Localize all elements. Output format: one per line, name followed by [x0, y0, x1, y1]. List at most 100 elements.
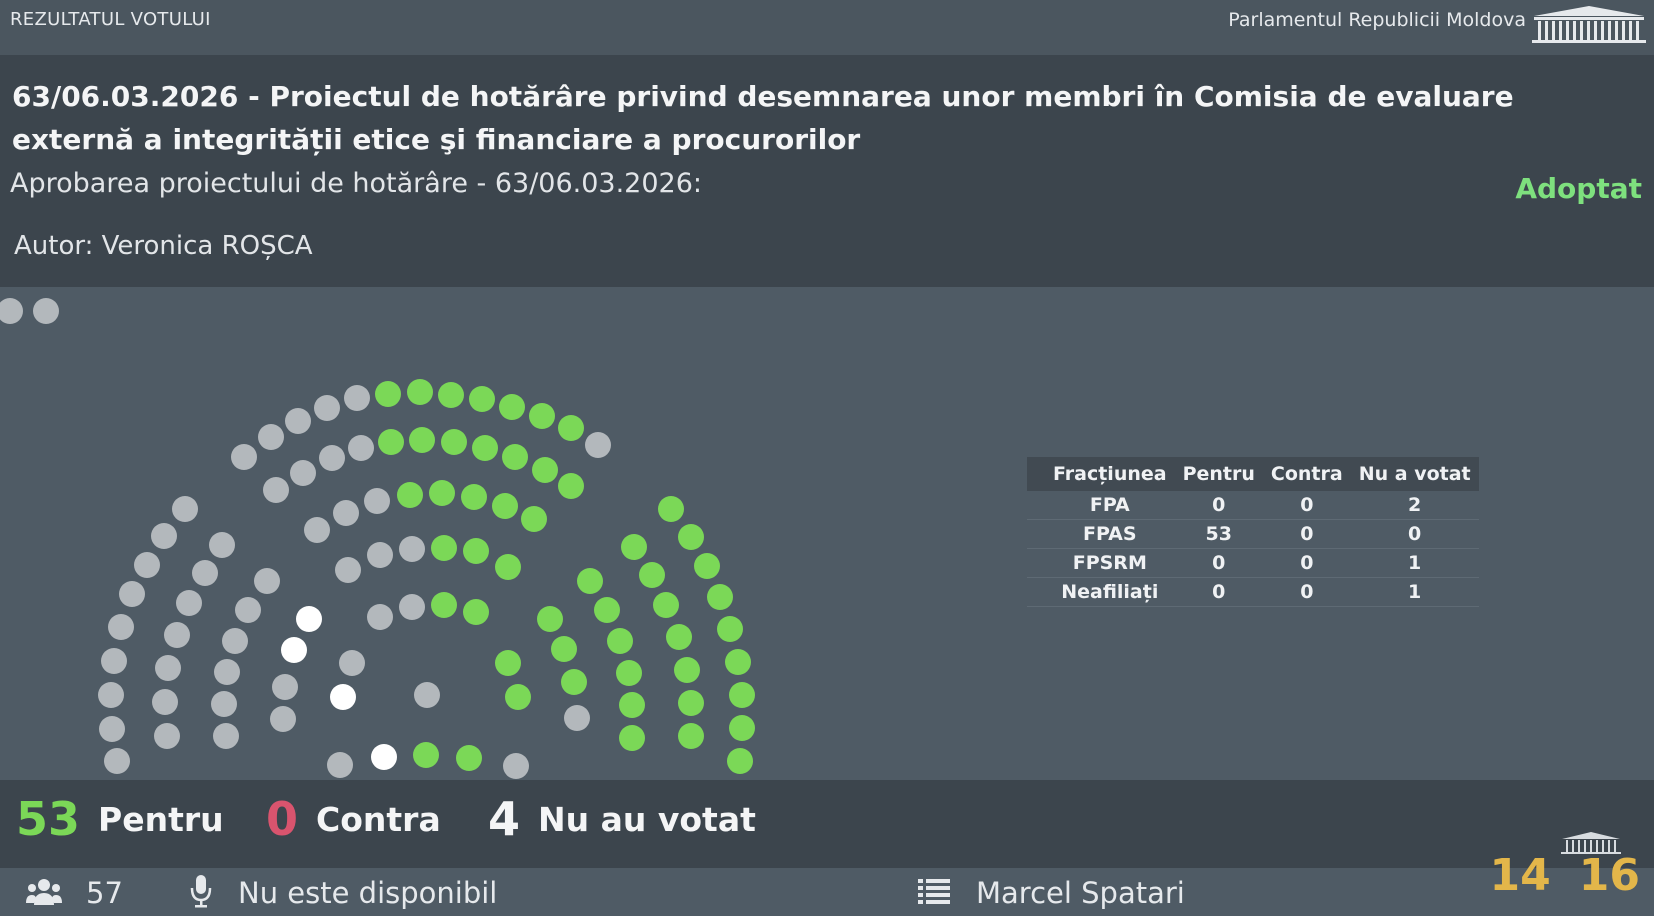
seat [558, 473, 584, 499]
seat [607, 628, 633, 654]
seat [529, 403, 555, 429]
seat [678, 690, 704, 716]
contra-cell: 0 [1262, 548, 1351, 578]
table-row: FPSRM 0 0 1 [1027, 548, 1479, 578]
seat [407, 379, 433, 405]
seat [461, 484, 487, 510]
seat [371, 744, 397, 770]
seat [653, 592, 679, 618]
vote-summary-bar: 53 Pentru 0 Contra 4 Nu au votat [0, 780, 1654, 868]
seat [499, 394, 525, 420]
seat [492, 493, 518, 519]
seat [729, 715, 755, 741]
seat [729, 682, 755, 708]
seat [134, 552, 160, 578]
seat [429, 480, 455, 506]
vote-status-badge: Adoptat [1515, 172, 1642, 205]
pentru-count: 53 [16, 792, 81, 846]
seat [231, 444, 257, 470]
column-header: Nu a votat [1350, 457, 1479, 491]
seat [594, 597, 620, 623]
seat [414, 682, 440, 708]
seat [192, 560, 218, 586]
contra-summary: 0 Contra [266, 792, 441, 846]
seat [502, 444, 528, 470]
seat [258, 424, 284, 450]
seat [367, 604, 393, 630]
seat [399, 536, 425, 562]
seat [717, 616, 743, 642]
seat [222, 628, 248, 654]
seat [503, 753, 529, 779]
vote-subject: Aprobarea proiectului de hotărâre - 63/0… [10, 168, 702, 199]
seat [270, 706, 296, 732]
seat [154, 723, 180, 749]
seat-row-2 [152, 427, 704, 749]
seat [254, 568, 280, 594]
microphone-icon [190, 875, 212, 908]
seat [558, 415, 584, 441]
seat [431, 535, 457, 561]
seat [339, 650, 365, 676]
not-voted-label: Nu au votat [538, 800, 756, 839]
seat [375, 381, 401, 407]
seat-row-4 [270, 535, 590, 732]
bill-title: 63/06.03.2026 - Proiectul de hotărâre pr… [12, 80, 1514, 156]
seat [151, 523, 177, 549]
seat [213, 723, 239, 749]
seat [304, 517, 330, 543]
faction-name: Neafiliați [1027, 577, 1175, 607]
contra-cell: 0 [1262, 577, 1351, 607]
not-voted-cell: 1 [1350, 577, 1479, 607]
seat [666, 624, 692, 650]
seat [399, 594, 425, 620]
seat [397, 482, 423, 508]
contra-cell: 0 [1262, 491, 1351, 520]
seat [441, 429, 467, 455]
seat-row-3 [211, 480, 645, 751]
seat [469, 386, 495, 412]
seat [456, 745, 482, 771]
seat [263, 477, 289, 503]
footer-bar: 57 Nu este disponibil Marcel Spatari [0, 868, 1654, 916]
seat [577, 568, 603, 594]
seat [333, 500, 359, 526]
seat [211, 691, 237, 717]
seat [438, 382, 464, 408]
seat [367, 542, 393, 568]
seat [108, 614, 134, 640]
seat [364, 488, 390, 514]
seat [99, 716, 125, 742]
seat [330, 684, 356, 710]
seat [409, 427, 435, 453]
clock-minutes: 16 [1578, 850, 1640, 901]
seat [155, 655, 181, 681]
seat [164, 622, 190, 648]
seat [678, 723, 704, 749]
speaker-name: Marcel Spatari [976, 876, 1185, 910]
column-header: Fracțiunea [1027, 457, 1175, 491]
seat [621, 534, 647, 560]
seat [678, 524, 704, 550]
not-voted-cell: 2 [1350, 491, 1479, 520]
seat [537, 606, 563, 632]
not-voted-cell: 1 [1350, 548, 1479, 578]
seat [495, 554, 521, 580]
seat [674, 657, 700, 683]
not-voted-summary: 4 Nu au votat [488, 792, 756, 846]
contra-cell: 0 [1262, 519, 1351, 549]
faction-name: FPA [1027, 491, 1175, 520]
seat [0, 298, 23, 324]
table-row: FPAS 53 0 0 [1027, 519, 1479, 549]
contra-count: 0 [266, 792, 299, 846]
seat [319, 445, 345, 471]
seat [119, 581, 145, 607]
seat [551, 636, 577, 662]
hemicycle-seat-map [0, 298, 755, 779]
people-icon [26, 879, 62, 905]
seat [172, 496, 198, 522]
seat [619, 692, 645, 718]
factions-table-header: Fracțiunea Pentru Contra Nu a votat [1027, 457, 1479, 491]
seat-row-bottom [327, 742, 529, 779]
seat [285, 408, 311, 434]
